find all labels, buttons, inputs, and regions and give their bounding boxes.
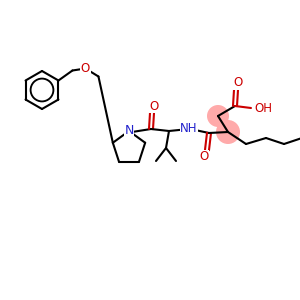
Text: N: N [124,124,134,137]
Ellipse shape [207,105,229,127]
Text: O: O [149,100,159,112]
Text: O: O [81,62,90,75]
Text: OH: OH [254,101,272,115]
Text: O: O [200,151,208,164]
Ellipse shape [216,120,240,144]
Text: NH: NH [180,122,198,136]
Text: O: O [233,76,243,89]
